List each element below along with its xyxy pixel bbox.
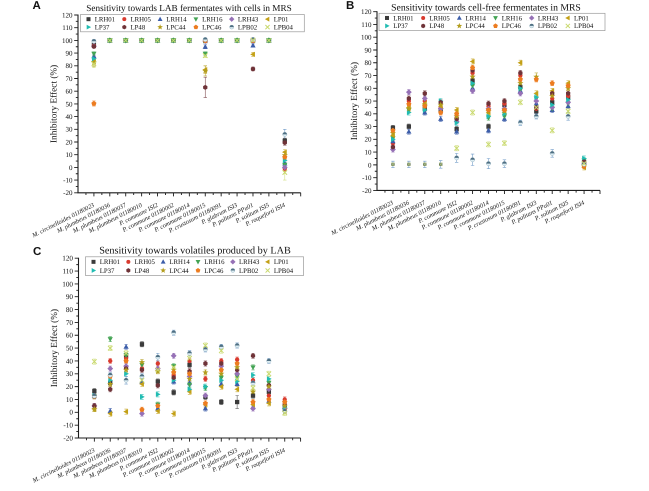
svg-text:100: 100 xyxy=(62,280,73,288)
svg-text:0: 0 xyxy=(368,161,372,169)
svg-text:-20: -20 xyxy=(63,434,73,442)
svg-text:LRH01: LRH01 xyxy=(100,259,120,266)
svg-text:10: 10 xyxy=(66,396,74,404)
svg-text:LPC46: LPC46 xyxy=(204,268,224,275)
svg-text:60: 60 xyxy=(365,85,373,93)
svg-text:LPC44: LPC44 xyxy=(169,268,189,275)
svg-text:LPC46: LPC46 xyxy=(202,24,222,31)
svg-text:LRH01: LRH01 xyxy=(95,16,115,23)
svg-text:Inhibitory Effect (%): Inhibitory Effect (%) xyxy=(50,65,60,143)
svg-text:-10: -10 xyxy=(63,422,73,430)
svg-text:20: 20 xyxy=(66,383,74,391)
svg-text:LRH16: LRH16 xyxy=(202,16,223,23)
svg-text:90: 90 xyxy=(66,50,74,58)
svg-text:30: 30 xyxy=(66,126,74,134)
svg-text:40: 40 xyxy=(365,110,373,118)
svg-text:30: 30 xyxy=(365,123,373,131)
svg-text:B: B xyxy=(346,0,354,12)
svg-text:20: 20 xyxy=(66,138,74,146)
svg-text:40: 40 xyxy=(66,357,74,365)
svg-text:0: 0 xyxy=(69,164,73,172)
svg-text:-10: -10 xyxy=(63,177,73,185)
svg-text:110: 110 xyxy=(361,21,372,29)
svg-text:LRH14: LRH14 xyxy=(169,259,190,266)
svg-text:LPB02: LPB02 xyxy=(238,24,258,31)
svg-text:LP48: LP48 xyxy=(135,268,150,275)
svg-text:10: 10 xyxy=(365,149,373,157)
svg-text:50: 50 xyxy=(365,97,373,105)
svg-text:LP37: LP37 xyxy=(393,23,408,30)
svg-text:LRH14: LRH14 xyxy=(466,15,487,22)
svg-text:50: 50 xyxy=(66,345,74,353)
svg-text:100: 100 xyxy=(361,34,372,42)
svg-text:Inhibitory Effect (%): Inhibitory Effect (%) xyxy=(50,309,60,387)
svg-text:-10: -10 xyxy=(362,174,372,182)
svg-text:LP01: LP01 xyxy=(574,15,589,22)
svg-text:10: 10 xyxy=(66,151,74,159)
svg-text:LRH43: LRH43 xyxy=(238,16,259,23)
svg-text:120: 120 xyxy=(62,255,73,263)
svg-text:90: 90 xyxy=(66,293,74,301)
svg-text:A: A xyxy=(33,0,41,12)
svg-text:LRH16: LRH16 xyxy=(204,259,225,266)
svg-text:40: 40 xyxy=(66,113,74,121)
svg-text:LPB04: LPB04 xyxy=(274,24,294,31)
svg-text:LP01: LP01 xyxy=(274,16,289,23)
svg-text:70: 70 xyxy=(365,72,373,80)
svg-text:60: 60 xyxy=(66,88,74,96)
svg-text:LP48: LP48 xyxy=(131,24,146,31)
svg-text:-20: -20 xyxy=(63,189,73,197)
svg-text:LRH05: LRH05 xyxy=(131,16,152,23)
svg-text:LPB04: LPB04 xyxy=(274,268,294,275)
svg-text:110: 110 xyxy=(62,24,73,32)
svg-text:LP48: LP48 xyxy=(429,23,444,30)
svg-text:LPC44: LPC44 xyxy=(166,24,186,31)
svg-text:20: 20 xyxy=(365,136,373,144)
svg-text:LPB02: LPB02 xyxy=(538,23,558,30)
svg-text:LRH05: LRH05 xyxy=(429,15,450,22)
svg-text:LRH05: LRH05 xyxy=(135,259,156,266)
svg-text:Sensitivity towards cell-free: Sensitivity towards cell-free fermentate… xyxy=(391,3,581,14)
svg-text:110: 110 xyxy=(62,267,73,275)
svg-text:120: 120 xyxy=(361,8,372,16)
svg-text:LPB04: LPB04 xyxy=(574,23,594,30)
svg-text:LP37: LP37 xyxy=(95,24,110,31)
svg-text:LRH14: LRH14 xyxy=(166,16,187,23)
svg-text:80: 80 xyxy=(365,59,373,67)
svg-text:LP37: LP37 xyxy=(100,268,115,275)
svg-text:Inhibitory Effect (%): Inhibitory Effect (%) xyxy=(350,62,360,140)
svg-text:120: 120 xyxy=(62,11,73,19)
svg-text:30: 30 xyxy=(66,370,74,378)
svg-text:90: 90 xyxy=(365,46,373,54)
svg-text:LPB02: LPB02 xyxy=(239,268,259,275)
svg-text:70: 70 xyxy=(66,75,74,83)
svg-text:C: C xyxy=(33,246,41,258)
svg-text:LRH01: LRH01 xyxy=(393,15,413,22)
svg-text:80: 80 xyxy=(66,306,74,314)
svg-text:LP01: LP01 xyxy=(274,259,289,266)
svg-text:-20: -20 xyxy=(362,187,372,195)
svg-text:80: 80 xyxy=(66,62,74,70)
svg-text:50: 50 xyxy=(66,100,74,108)
svg-text:60: 60 xyxy=(66,332,74,340)
svg-text:LPC44: LPC44 xyxy=(466,23,486,30)
svg-text:Sensitivity towards volatiles: Sensitivity towards volatiles produced b… xyxy=(99,245,291,256)
svg-text:100: 100 xyxy=(62,37,73,45)
svg-text:70: 70 xyxy=(66,319,74,327)
svg-text:Sensitivity towards LAB fermen: Sensitivity towards LAB fermentates with… xyxy=(86,3,291,13)
svg-text:LRH16: LRH16 xyxy=(502,15,523,22)
svg-text:0: 0 xyxy=(69,409,73,417)
svg-text:LRH43: LRH43 xyxy=(538,15,559,22)
svg-text:LPC46: LPC46 xyxy=(502,23,522,30)
svg-text:LRH43: LRH43 xyxy=(239,259,260,266)
